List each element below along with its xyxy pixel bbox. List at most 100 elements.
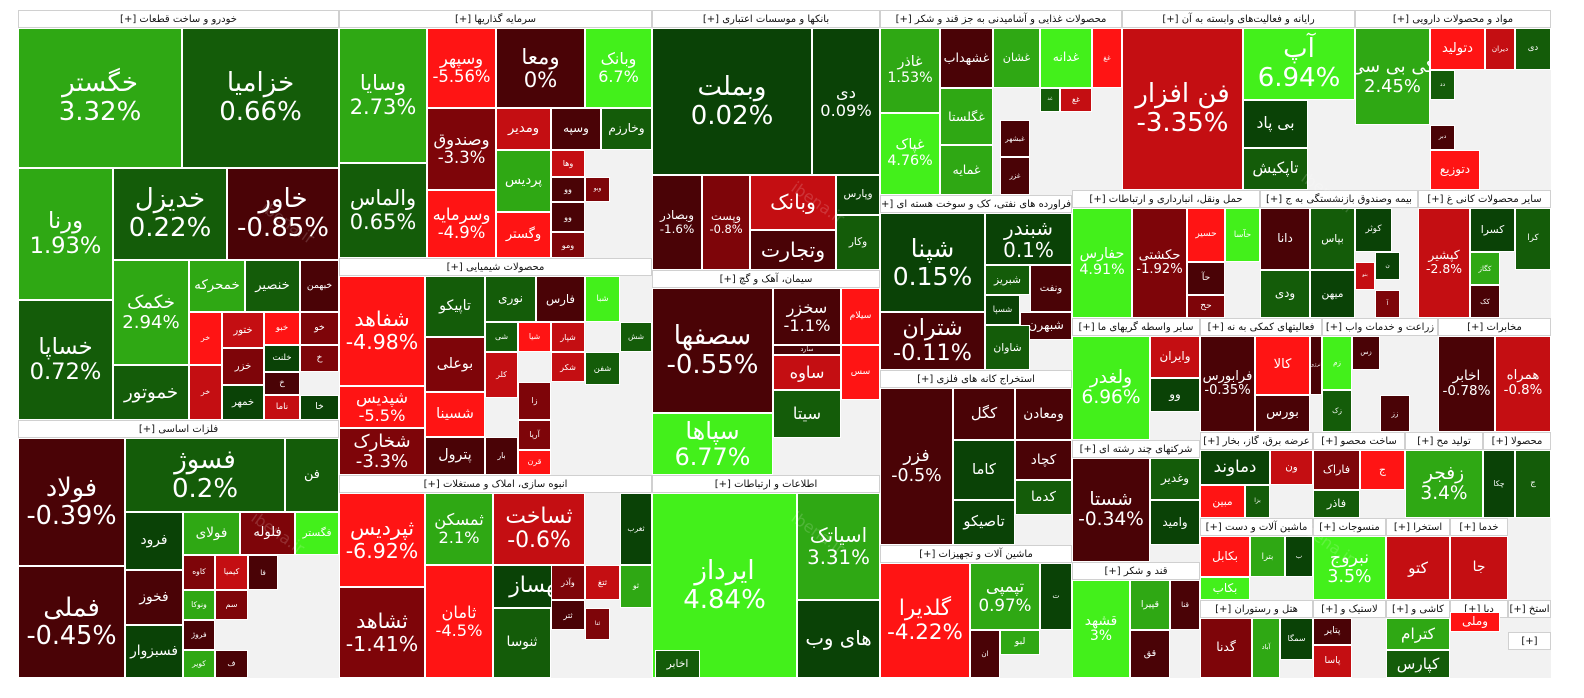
stock-cell[interactable]: فولاد -0.39%	[18, 438, 125, 566]
stock-cell[interactable]: کرا	[1515, 208, 1551, 270]
stock-cell[interactable]: غبشهر	[1000, 120, 1030, 157]
sector-26[interactable]: ساخت محصو [+]	[1313, 432, 1405, 518]
stock-cell[interactable]: شپنا 0.15%	[880, 213, 985, 312]
stock-cell[interactable]: خلنت	[264, 345, 300, 372]
sector-title[interactable]: ماشین آلات و دست [+]	[1200, 518, 1313, 536]
stock-cell[interactable]: وملی	[1450, 612, 1500, 632]
stock-cell[interactable]: قق	[1130, 630, 1170, 678]
sector-title[interactable]: استخرا [+]	[1386, 518, 1450, 536]
stock-cell[interactable]: خر	[189, 365, 222, 420]
stock-cell[interactable]: خزامیا 0.66%	[182, 28, 339, 168]
stock-cell[interactable]: خنصیر	[245, 260, 300, 312]
stock-cell[interactable]: وو	[551, 177, 585, 202]
stock-cell[interactable]: ثمسکن 2.1%	[425, 493, 493, 565]
sector-16[interactable]: قند و شکر [+]	[1072, 562, 1200, 678]
sector-title[interactable]: مواد و محصولات دارویی [+]	[1355, 10, 1551, 28]
stock-cell[interactable]: غگلستا	[940, 88, 993, 145]
stock-cell[interactable]: ثتغ	[585, 565, 620, 600]
stock-cell[interactable]: وبصادر -1.6%	[652, 175, 702, 270]
stock-cell[interactable]: وکار	[836, 215, 880, 270]
stock-cell[interactable]: شبریز	[985, 265, 1030, 295]
sector-7[interactable]: اطلاعات و ارتباطات [+]	[652, 475, 880, 678]
stock-cell[interactable]: خبهمن	[300, 260, 339, 312]
stock-cell[interactable]: ثامان -4.5%	[425, 565, 493, 678]
stock-cell[interactable]: وبانک	[750, 175, 836, 230]
stock-cell[interactable]: والماس 0.65%	[339, 163, 427, 258]
stock-cell[interactable]: نوری	[485, 276, 536, 322]
stock-cell[interactable]: ثشاهد -1.41%	[339, 587, 425, 678]
stock-cell[interactable]: قپیرا	[1130, 580, 1170, 630]
sector-title[interactable]: سرمایه گذاریها [+]	[339, 10, 652, 28]
stock-cell[interactable]: وبانک 6.7%	[585, 28, 652, 108]
stock-cell[interactable]: ج	[1515, 450, 1551, 518]
stock-cell[interactable]: دی 0.09%	[812, 28, 880, 175]
sector-title[interactable]: لاستیک و [+]	[1313, 600, 1386, 618]
stock-cell[interactable]: فسوژ 0.2%	[125, 438, 285, 512]
stock-cell[interactable]: بورس	[1255, 395, 1310, 432]
sector-20[interactable]: ماشین آلات و دست [+]	[1200, 518, 1313, 600]
stock-cell[interactable]: ت	[1040, 563, 1072, 630]
stock-cell[interactable]: ولغدر 6.96%	[1072, 336, 1150, 440]
stock-cell[interactable]: ایرداز 4.84%	[652, 493, 797, 678]
stock-cell[interactable]: حسیر	[1187, 208, 1225, 262]
sector-title[interactable]: انبوه سازی، املاک و مستغلات [+]	[339, 475, 652, 493]
stock-cell[interactable]: ثساخت -0.6%	[493, 493, 585, 565]
stock-cell[interactable]: غمایه	[940, 145, 993, 195]
stock-cell[interactable]: سیتا	[773, 390, 841, 438]
stock-cell[interactable]: خدیزل 0.22%	[113, 168, 227, 260]
stock-cell[interactable]: وبو	[585, 177, 610, 202]
stock-cell[interactable]: حآ	[1187, 262, 1225, 295]
stock-cell[interactable]: آریا	[518, 420, 551, 450]
stock-cell[interactable]: تاپیکو	[425, 276, 485, 337]
stock-cell[interactable]: اخابر -0.78%	[1438, 336, 1495, 432]
stock-cell[interactable]: شی	[485, 322, 518, 352]
stock-cell[interactable]: کیمیا	[215, 555, 248, 590]
sector-title[interactable]: فلزات اساسی [+]	[18, 420, 339, 438]
sector-12[interactable]: رایانه و فعالیت‌های وابسته به آن [+]	[1122, 10, 1355, 190]
stock-cell[interactable]: ورنا 1.93%	[18, 168, 113, 300]
stock-cell[interactable]: دی	[1515, 28, 1551, 70]
sector-title[interactable]: سایر محصولات کانی غ [+]	[1418, 190, 1551, 208]
stock-cell[interactable]: شبندر 0.1%	[985, 213, 1072, 265]
stock-cell[interactable]: شیا	[518, 322, 551, 352]
stock-cell[interactable]: خموتور	[113, 365, 189, 420]
stock-cell[interactable]: فملی -0.45%	[18, 566, 125, 678]
sector-title[interactable]: ساخت محصو [+]	[1313, 432, 1405, 450]
stock-cell[interactable]: ومعا 0%	[496, 28, 585, 108]
stock-cell[interactable]: ومو	[551, 232, 585, 258]
stock-cell[interactable]: فرابورس -0.35%	[1200, 336, 1255, 432]
stock-cell[interactable]: فاراک	[1313, 450, 1360, 490]
stock-cell[interactable]: غشان	[993, 28, 1040, 88]
stock-cell[interactable]: بار	[485, 437, 518, 475]
sector-2[interactable]: سرمایه گذاریها [+]	[339, 10, 652, 258]
sector-title[interactable]: محصولات غذایی و آشامیدنی به جز قند و شکر…	[880, 10, 1122, 28]
stock-cell[interactable]: شفن	[585, 352, 620, 385]
stock-cell[interactable]: آ	[1375, 290, 1400, 318]
stock-cell[interactable]: کسرا	[1470, 208, 1515, 252]
stock-cell[interactable]: ودی	[1260, 270, 1310, 318]
stock-cell[interactable]: ثغرب	[620, 493, 652, 565]
stock-cell[interactable]: نبروج 3.5%	[1313, 536, 1386, 600]
stock-cell[interactable]: وامید	[1150, 500, 1200, 545]
stock-cell[interactable]: فا	[248, 555, 278, 590]
stock-cell[interactable]: فرود	[125, 512, 183, 570]
sector-35[interactable]: استخ [+]	[1508, 600, 1551, 632]
stock-cell[interactable]: غد	[1040, 88, 1060, 112]
stock-cell[interactable]: زز	[1380, 395, 1410, 432]
sector-31[interactable]: خدما [+]	[1450, 518, 1508, 600]
stock-cell[interactable]: شتران -0.11%	[880, 312, 985, 370]
stock-cell[interactable]: غدانه	[1040, 28, 1092, 88]
sector-title[interactable]: محصولا [+]	[1483, 432, 1551, 450]
sector-33[interactable]: کاشی و [+]	[1386, 600, 1450, 678]
stock-cell[interactable]: فولای	[183, 512, 240, 555]
stock-cell[interactable]: زا	[518, 382, 551, 420]
stock-cell[interactable]: سم	[215, 590, 248, 620]
stock-cell[interactable]: وایران	[1150, 336, 1200, 378]
sector-25[interactable]: مخابرات [+]	[1438, 318, 1551, 432]
sector-title[interactable]: عرضه برق، گاز، بخار [+]	[1200, 432, 1313, 450]
sector-title[interactable]: محصولات شیمیایی [+]	[339, 258, 652, 276]
sector-title[interactable]: استخ [+]	[1508, 600, 1551, 618]
stock-cell[interactable]: بپاس	[1310, 208, 1355, 270]
sector-22[interactable]: مواد و محصولات دارویی [+]	[1355, 10, 1551, 190]
stock-cell[interactable]: انرژی	[1310, 336, 1322, 395]
